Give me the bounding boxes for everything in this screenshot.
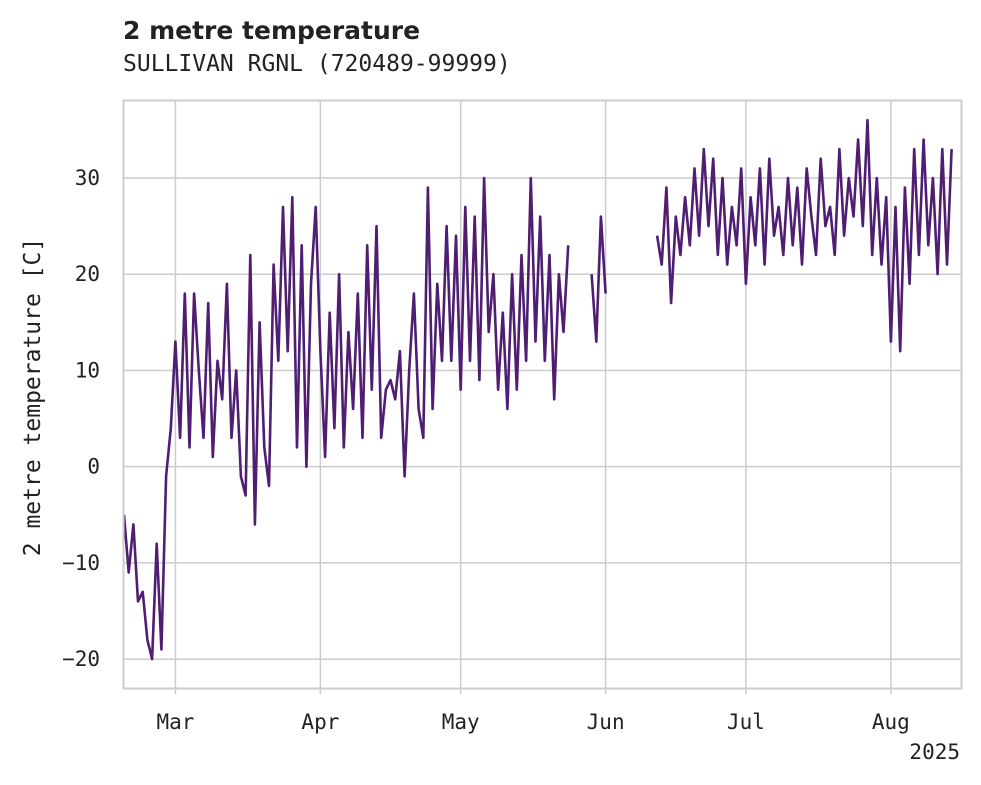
chart-title: 2 metre temperature xyxy=(123,16,421,45)
series-layer xyxy=(122,118,953,661)
x-tick-label: Jul xyxy=(727,710,765,734)
y-axis-label: 2 metre temperature [C] xyxy=(20,238,46,557)
x-tick-label: Apr xyxy=(301,710,339,734)
series-line xyxy=(590,215,607,343)
plot-frame xyxy=(122,99,963,690)
x-tick-label: Aug xyxy=(872,710,910,734)
y-tick-labels: −20 −10 0 10 20 30 xyxy=(62,166,100,671)
x-tick-labels: Mar Apr May Jun Jul Aug xyxy=(156,710,909,734)
y-tick-label: −20 xyxy=(62,647,100,671)
series-line xyxy=(655,118,953,353)
x-tick-label: May xyxy=(442,710,480,734)
y-tick-label: 30 xyxy=(75,166,100,190)
y-tick-label: 20 xyxy=(75,262,100,286)
y-tick-label: 0 xyxy=(87,455,100,479)
x-tick-label: Mar xyxy=(156,710,194,734)
chart-subtitle: SULLIVAN RGNL (720489-99999) xyxy=(123,51,511,77)
y-tick-label: −10 xyxy=(62,551,100,575)
year-label: 2025 xyxy=(909,740,960,764)
grid-lines xyxy=(124,101,961,694)
x-tick-label: Jun xyxy=(587,710,625,734)
series-line xyxy=(122,176,570,661)
y-tick-label: 10 xyxy=(75,358,100,382)
